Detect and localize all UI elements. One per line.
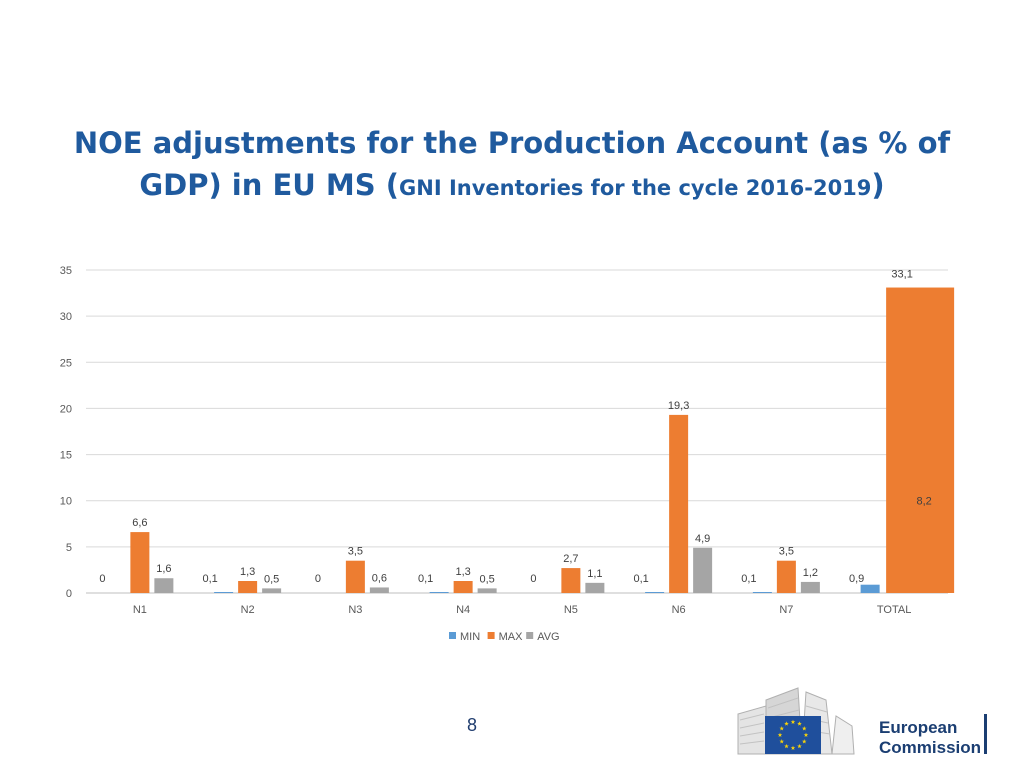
bar-max [886,287,955,593]
legend-label: AVG [537,631,559,643]
data-label: 2,7 [563,553,578,565]
x-tick-label: N6 [672,604,686,616]
title-close-paren: ) [871,168,885,202]
bar-min [860,584,880,593]
y-tick-label: 5 [66,542,72,554]
legend-swatch-max [487,632,495,639]
star-icon [790,719,796,724]
bar-avg [369,587,389,593]
bar-avg [693,547,713,593]
star-icon [801,739,807,744]
legend-label: MAX [499,631,523,643]
title-subtitle: GNI Inventories for the cycle 2016-2019 [399,176,872,200]
data-label: 0 [315,573,321,585]
page-number: 8 [466,715,477,735]
data-label: 3,5 [779,546,794,558]
data-label: 0,5 [479,573,494,585]
star-icon [790,745,796,750]
eu-stars-icon [777,719,809,750]
y-tick-label: 15 [60,450,72,462]
data-label: 0,9 [849,573,864,585]
y-tick-label: 35 [60,265,72,277]
data-label: 1,2 [803,567,818,579]
y-tick-label: 30 [60,311,72,323]
bar-max [669,414,689,593]
bar-avg [154,578,174,593]
bar-max [776,560,796,593]
bar-min [752,592,772,593]
data-label: 1,3 [240,566,255,578]
title-line-1: NOE adjustments for the Production Accou… [73,126,951,160]
x-tick-label: N7 [779,604,793,616]
legend-swatch-avg [526,632,534,639]
logo-text: European Commission [879,718,981,758]
star-icon [777,732,783,737]
data-label: 1,3 [455,566,470,578]
y-tick-label: 0 [66,588,72,600]
data-label: 8,2 [916,495,931,507]
data-label: 19,3 [668,400,689,412]
data-label: 0,1 [202,573,217,585]
bar-min [214,592,234,593]
x-tick-label: N5 [564,604,578,616]
y-tick-label: 25 [60,357,72,369]
data-label: 1,6 [156,563,171,575]
star-icon [797,743,802,749]
x-tick-label: N3 [348,604,362,616]
star-icon [779,726,785,731]
bar-max [453,581,473,593]
data-label: 0,6 [372,572,387,584]
star-icon [784,743,789,749]
chart-title: NOE adjustments for the Production Accou… [20,122,1004,209]
star-icon [779,739,785,744]
bar-max [238,581,258,593]
bar-avg [262,588,282,593]
x-tick-label: N2 [241,604,255,616]
legend-label: MIN [460,631,480,643]
x-tick-label: N1 [133,604,147,616]
data-label: 0,1 [633,573,648,585]
title-line-2: GDP) in EU MS ( [139,168,400,202]
data-label: 6,6 [132,517,147,529]
bar-avg [800,581,820,593]
star-icon [797,721,802,726]
logo-text-line-2: Commission [879,738,982,757]
star-icon [801,726,807,731]
x-tick-label: TOTAL [877,604,911,616]
european-commission-logo [737,687,987,755]
bar-avg [477,588,497,593]
data-label: 33,1 [891,269,912,281]
data-label: 1,1 [587,568,602,580]
y-tick-label: 20 [60,403,72,415]
bar-min [429,592,449,593]
bar-avg [585,582,605,593]
data-label: 3,5 [348,546,363,558]
legend-swatch-min [449,632,456,639]
bar-max [561,568,581,593]
y-tick-label: 10 [60,496,72,508]
data-label: 0 [99,573,105,585]
bar-min [645,592,665,593]
data-label: 0,1 [418,573,433,585]
data-label: 0 [530,573,536,585]
logo-divider [984,714,987,754]
data-label: 0,1 [741,573,756,585]
data-label: 0,5 [264,573,279,585]
star-icon [803,732,809,737]
bar-max [345,560,365,593]
x-tick-label: N4 [456,604,470,616]
bar-max [130,532,150,593]
star-icon [784,721,789,726]
data-label: 4,9 [695,533,710,545]
logo-text-line-1: European [879,718,958,737]
